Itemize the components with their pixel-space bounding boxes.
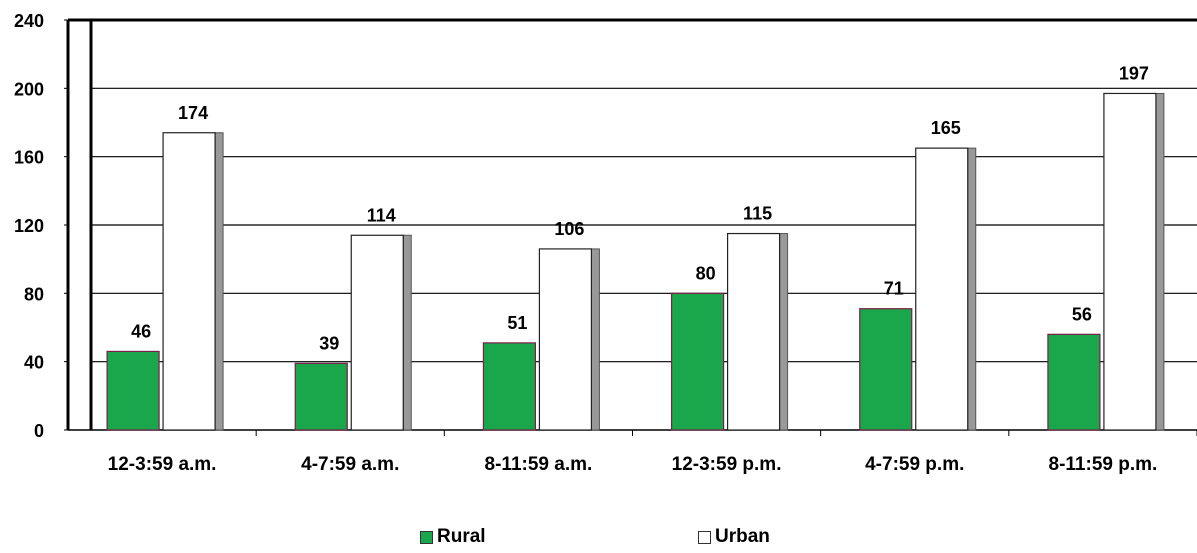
bar-side-urban: [214, 132, 224, 431]
bar-urban: [538, 248, 593, 431]
x-category-label: 8-11:59 a.m.: [485, 454, 593, 475]
x-category-label: 12-3:59 a.m.: [108, 454, 217, 475]
bar-rural: [294, 362, 348, 431]
y-tick-label: 0: [34, 421, 44, 441]
legend-item-urban: Urban: [698, 526, 770, 548]
bar-side-urban: [590, 248, 600, 431]
data-label-rural: 51: [507, 313, 527, 333]
data-label-rural: 80: [696, 263, 716, 283]
data-label-urban: 115: [743, 204, 772, 224]
legend-swatch-urban: [698, 530, 711, 544]
bar-side-urban: [967, 147, 977, 431]
legend: Rural Urban: [0, 526, 1197, 550]
bar-urban: [162, 132, 216, 431]
y-tick-label: 240: [14, 11, 44, 31]
y-tick-label: 200: [14, 79, 44, 99]
x-category-label: 4-7:59 p.m.: [865, 454, 964, 475]
bar-rural: [670, 292, 725, 431]
bar-rural: [1047, 333, 1101, 431]
bar-urban: [350, 234, 404, 431]
y-tick-label: 80: [24, 284, 44, 304]
bar-chart: 0 40 80 120 160 200 240 12-3:59 a.m. 46 174 4-7:59…: [14, 11, 1197, 475]
legend-swatch-rural: [420, 530, 433, 544]
bar-side-urban: [1155, 92, 1165, 431]
bar-rural: [106, 350, 160, 431]
y-tick-label: 160: [14, 148, 44, 168]
data-label-urban: 165: [931, 118, 961, 138]
data-label-rural: 56: [1072, 304, 1092, 324]
x-category-label: 8-11:59 p.m.: [1049, 454, 1158, 475]
bar-urban: [726, 232, 781, 431]
bar-urban: [915, 147, 969, 431]
bar-side-urban: [779, 233, 789, 431]
bar-side-urban: [402, 234, 412, 431]
legend-label-urban: Urban: [715, 526, 770, 547]
bar-urban: [1103, 92, 1157, 431]
data-label-rural: 71: [884, 279, 904, 299]
data-label-rural: 39: [319, 333, 339, 353]
x-category-label: 4-7:59 a.m.: [301, 454, 399, 475]
data-label-rural: 46: [131, 321, 151, 341]
legend-item-rural: Rural: [420, 526, 486, 548]
y-tick-label: 120: [14, 216, 44, 236]
data-label-urban: 106: [554, 219, 584, 239]
data-label-urban: 197: [1119, 63, 1149, 83]
bar-rural: [482, 342, 537, 431]
data-label-urban: 174: [178, 103, 208, 123]
data-label-urban: 114: [367, 205, 396, 225]
bar-rural: [859, 308, 913, 431]
x-category-label: 12-3:59 p.m.: [672, 454, 782, 475]
y-tick-label: 40: [24, 353, 44, 373]
legend-label-rural: Rural: [437, 526, 486, 547]
